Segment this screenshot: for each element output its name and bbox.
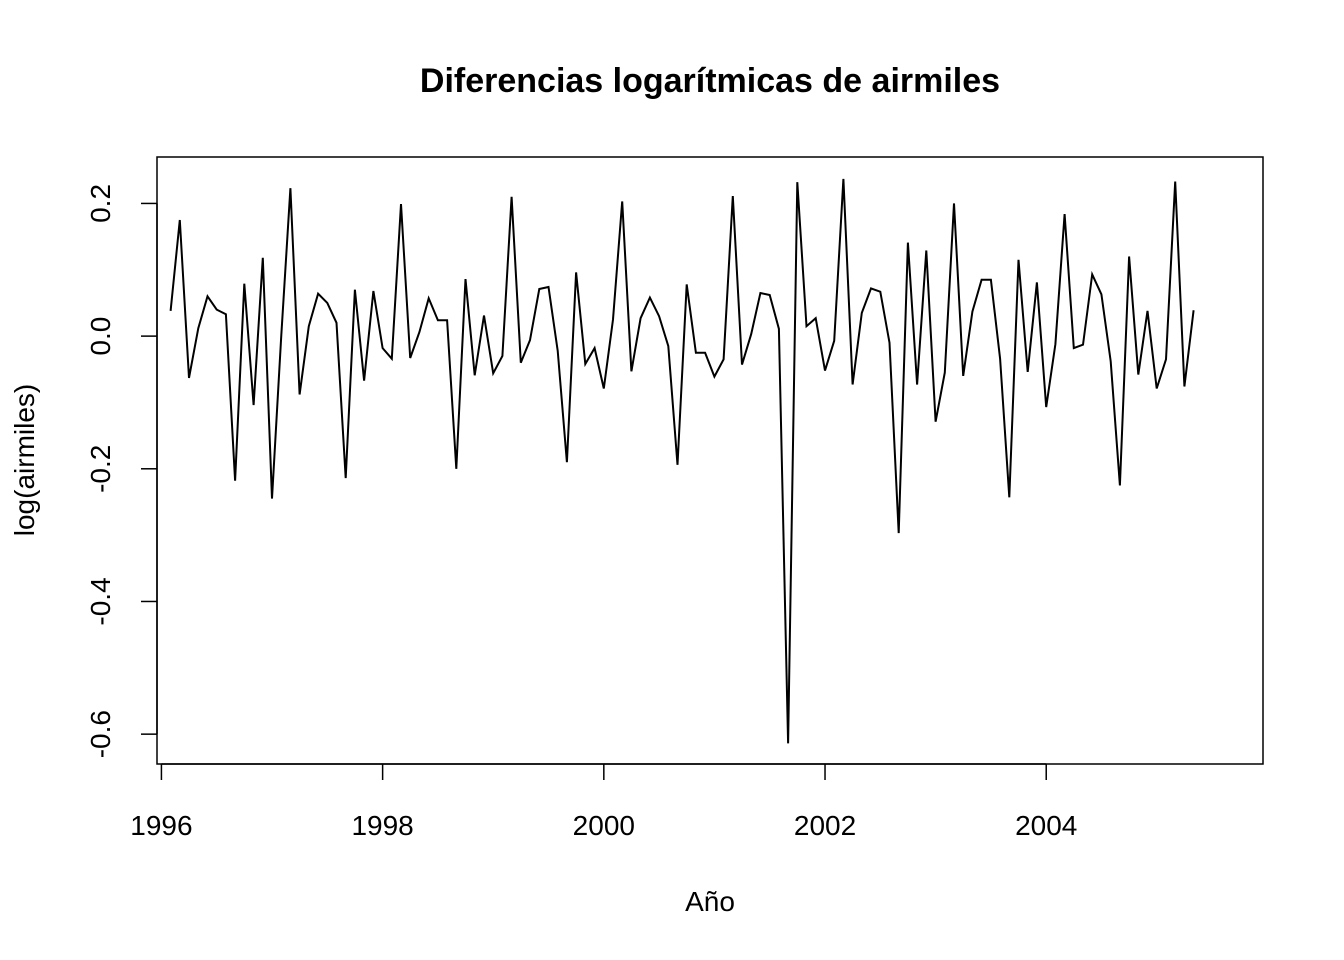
y-tick-label: -0.4 [85,577,116,625]
x-tick-label: 2002 [794,810,856,841]
series-group [169,178,1195,744]
plot-frame [156,156,1264,765]
x-tick-label: 2000 [573,810,635,841]
y-tick-label: 0.2 [85,184,116,223]
y-axis-label: log(airmiles) [9,384,40,536]
chart-title: Diferencias logarítmicas de airmiles [420,62,1000,100]
y-axis: -0.6 -0.4 -0.2 0.0 0.2 [85,184,158,758]
series-line [169,178,1195,744]
x-tick-label: 1996 [130,810,192,841]
x-tick-label: 1998 [351,810,413,841]
x-axis-label: Año [685,886,735,917]
x-tick-label: 2004 [1015,810,1077,841]
y-tick-label: -0.2 [85,445,116,493]
y-tick-label: 0.0 [85,317,116,356]
y-tick-label: -0.6 [85,710,116,758]
x-axis: 1996 1998 2000 2002 2004 [130,763,1077,841]
